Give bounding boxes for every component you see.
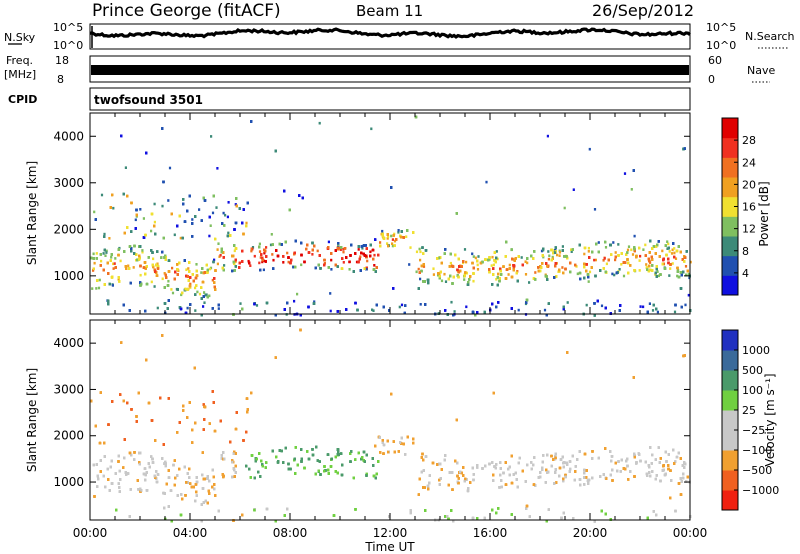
power-axes: 1000 2000 3000 4000	[53, 113, 691, 314]
nave-label: Nave	[747, 64, 775, 77]
station-title: Prince George (fitACF)	[92, 1, 281, 21]
nsky-trace	[89, 26, 691, 48]
date-label: 26/Sep/2012	[592, 1, 694, 20]
velocity-axes: 1000 2000 3000 4000	[53, 320, 691, 520]
y-tick-label-1: 2000	[53, 222, 84, 236]
power-ylabel: Slant Range [km]	[25, 161, 39, 265]
velocity-heatmap-data	[90, 328, 692, 523]
x-tick-label-1: 04:00	[173, 526, 208, 540]
nsky-scale-top: 10^5	[53, 21, 83, 34]
y-tick-label-3: 4000	[53, 336, 84, 350]
y-tick-label-1: 2000	[53, 429, 84, 443]
x-tick-label-4: 16:00	[473, 526, 508, 540]
power-colorbar-tick-3: 16	[742, 201, 756, 214]
y-tick-label-2: 3000	[53, 382, 84, 396]
x-tick-label-5: 20:00	[573, 526, 608, 540]
velocity-colorbar-tick-2: 100	[742, 384, 763, 397]
power-colorbar: 4 8 12 16 20 24 28	[721, 117, 756, 296]
velocity-panel-frame	[89, 319, 691, 521]
velocity-colorbar-tick-7: −1000	[742, 484, 779, 497]
y-tick-label-3: 4000	[53, 129, 84, 143]
freq-bottom: 8	[57, 73, 64, 86]
power-colorbar-tick-1: 8	[742, 245, 749, 258]
nsearch-scale-top: 10^5	[706, 21, 736, 34]
velocity-colorbar-tick-6: −500	[742, 464, 772, 477]
velocity-colorbar-label: Velocity [m s⁻¹]	[763, 373, 777, 466]
power-colorbar-label: Power [dB]	[757, 181, 771, 246]
y-tick-label-0: 1000	[53, 475, 84, 489]
y-tick-label-2: 3000	[53, 176, 84, 190]
cpid-panel	[89, 87, 691, 111]
velocity-ylabel: Slant Range [km]	[25, 368, 39, 472]
x-tick-label-6: 00:00	[673, 526, 708, 540]
nsearch-scale-bottom: 10^0	[706, 39, 736, 52]
power-heatmap-data	[90, 115, 692, 317]
freq-unit-label: [MHz]	[4, 68, 36, 81]
freq-trace	[91, 65, 689, 75]
nsky-scale-bottom: 10^0	[53, 39, 83, 52]
freq-panel	[89, 55, 691, 83]
power-colorbar-tick-5: 24	[742, 156, 756, 169]
x-tick-label-0: 00:00	[73, 526, 108, 540]
x-axis-label: Time UT	[364, 540, 415, 554]
velocity-colorbar: 1000 500 100 25 −25 −100 −500 −1000	[721, 329, 779, 511]
velocity-colorbar-tick-4: −25	[742, 424, 765, 437]
power-colorbar-tick-0: 4	[742, 267, 749, 280]
y-tick-label-0: 1000	[53, 269, 84, 283]
freq-top: 18	[55, 54, 69, 67]
velocity-colorbar-tick-5: −100	[742, 444, 772, 457]
velocity-colorbar-tick-1: 500	[742, 364, 763, 377]
cpid-value: twofsound 3501	[94, 93, 203, 107]
power-colorbar-tick-2: 12	[742, 223, 756, 236]
freq-label: Freq.	[6, 54, 33, 67]
nave-bottom: 0	[708, 73, 715, 86]
nsky-label: N.Sky	[4, 31, 36, 44]
nave-top: 60	[708, 54, 722, 67]
nsky-panel	[89, 23, 691, 50]
time-tick-labels: 00:00 04:00 08:00 12:00 16:00 20:00 00:00	[73, 526, 708, 540]
x-tick-label-2: 08:00	[273, 526, 308, 540]
power-colorbar-tick-4: 20	[742, 178, 756, 191]
velocity-colorbar-tick-3: 25	[742, 404, 756, 417]
cpid-label: CPID	[8, 93, 37, 106]
beam-label: Beam 11	[356, 2, 423, 20]
power-colorbar-tick-6: 28	[742, 134, 756, 147]
nsearch-label: N.Search	[745, 30, 795, 43]
power-panel-frame	[89, 112, 691, 315]
velocity-colorbar-tick-0: 1000	[742, 344, 770, 357]
x-tick-label-3: 12:00	[373, 526, 408, 540]
